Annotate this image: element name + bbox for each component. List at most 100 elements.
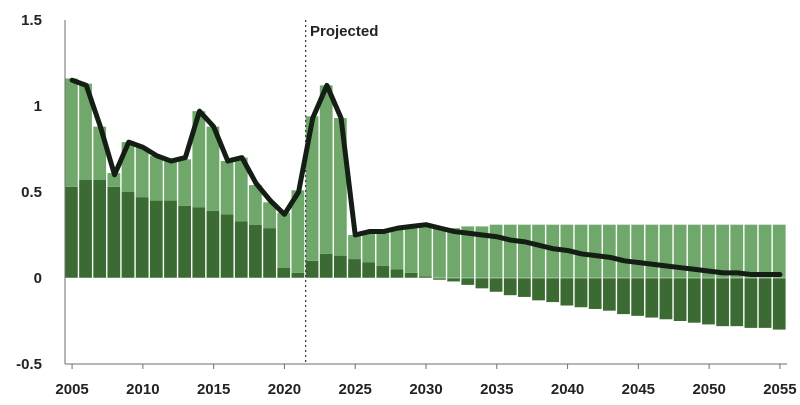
bar-dark-2048 bbox=[673, 278, 687, 321]
bar-dark-2017 bbox=[234, 221, 248, 278]
bar-dark-2054 bbox=[758, 278, 772, 328]
x-tick-label-2010: 2010 bbox=[126, 381, 159, 398]
bar-dark-2032 bbox=[447, 278, 460, 282]
bar-light-2033 bbox=[461, 226, 475, 278]
bar-light-2008 bbox=[107, 173, 121, 187]
bar-dark-2029 bbox=[404, 272, 418, 278]
bar-light-2019 bbox=[263, 202, 276, 229]
bar-light-2012 bbox=[164, 161, 177, 201]
bar-light-2037 bbox=[518, 224, 531, 278]
x-tick-label-2025: 2025 bbox=[339, 381, 372, 398]
x-tick-label-2035: 2035 bbox=[480, 381, 513, 398]
x-tick-label-2005: 2005 bbox=[55, 381, 88, 398]
bar-dark-2045 bbox=[631, 278, 645, 316]
bar-light-2038 bbox=[532, 224, 545, 278]
x-tick-label-2030: 2030 bbox=[409, 381, 442, 398]
bar-dark-2025 bbox=[348, 259, 361, 278]
bar-light-2022 bbox=[305, 116, 319, 261]
bar-light-2029 bbox=[404, 228, 418, 273]
bar-light-2048 bbox=[673, 224, 687, 278]
bar-light-2011 bbox=[149, 155, 163, 201]
bar-dark-2014 bbox=[192, 207, 206, 278]
bar-dark-2031 bbox=[433, 278, 446, 280]
bar-dark-2005 bbox=[65, 186, 78, 278]
bar-dark-2028 bbox=[390, 269, 404, 278]
bar-light-2023 bbox=[319, 85, 333, 254]
bar-dark-2009 bbox=[121, 192, 135, 278]
bar-light-2027 bbox=[376, 233, 390, 266]
y-tick-label-1.5: 1.5 bbox=[21, 12, 42, 29]
bar-light-2016 bbox=[220, 161, 234, 215]
bar-dark-2052 bbox=[730, 278, 744, 327]
bar-dark-2033 bbox=[461, 278, 475, 285]
bar-light-2025 bbox=[348, 235, 361, 260]
bar-dark-2049 bbox=[687, 278, 701, 323]
bar-light-2031 bbox=[433, 228, 446, 278]
bar-light-2036 bbox=[503, 224, 517, 278]
bar-dark-2042 bbox=[588, 278, 602, 309]
bar-light-2010 bbox=[135, 147, 149, 198]
bar-dark-2008 bbox=[107, 186, 121, 278]
bar-dark-2026 bbox=[362, 262, 376, 278]
bar-dark-2043 bbox=[602, 278, 616, 311]
bar-dark-2024 bbox=[333, 255, 347, 278]
bar-light-2015 bbox=[206, 126, 220, 211]
bar-dark-2034 bbox=[475, 278, 489, 289]
bar-light-2006 bbox=[79, 83, 92, 180]
total-line bbox=[69, 77, 783, 278]
bar-dark-2037 bbox=[518, 278, 531, 297]
bar-light-2028 bbox=[390, 229, 404, 270]
bar-light-2026 bbox=[362, 233, 376, 263]
bar-dark-2013 bbox=[178, 205, 192, 278]
bar-light-2044 bbox=[617, 224, 630, 278]
bar-light-2032 bbox=[447, 228, 460, 278]
bar-dark-2006 bbox=[79, 179, 92, 278]
bar-dark-2023 bbox=[319, 253, 333, 278]
bar-dark-2040 bbox=[560, 278, 574, 306]
labels-group: 2005 2010 2015 2020 2025 2030 2035 2040 2045 2050… bbox=[16, 12, 796, 398]
bar-dark-2041 bbox=[574, 278, 588, 308]
axes-group bbox=[64, 20, 787, 369]
bar-light-2050 bbox=[702, 224, 715, 278]
bar-dark-2022 bbox=[305, 260, 319, 278]
bar-dark-2020 bbox=[277, 267, 291, 278]
bar-light-2042 bbox=[588, 224, 602, 278]
bar-dark-2035 bbox=[489, 278, 503, 292]
bar-dark-2036 bbox=[503, 278, 517, 296]
bar-dark-2039 bbox=[546, 278, 560, 303]
bar-light-2014 bbox=[192, 111, 206, 208]
y-tick-label--0.5: -0.5 bbox=[16, 356, 42, 373]
x-tick-label-2045: 2045 bbox=[622, 381, 655, 398]
x-tick-label-2050: 2050 bbox=[692, 381, 725, 398]
bar-dark-2053 bbox=[744, 278, 758, 328]
bar-dark-2021 bbox=[291, 272, 305, 278]
bar-dark-2055 bbox=[772, 278, 786, 330]
bar-light-2030 bbox=[418, 226, 432, 277]
bar-dark-2012 bbox=[164, 200, 177, 278]
bar-light-2039 bbox=[546, 224, 560, 278]
bar-light-2052 bbox=[730, 224, 744, 278]
bar-light-2035 bbox=[489, 224, 503, 278]
bar-dark-2038 bbox=[532, 278, 545, 301]
bar-dark-2018 bbox=[249, 224, 262, 278]
bar-light-2034 bbox=[475, 226, 489, 278]
bar-light-2017 bbox=[234, 157, 248, 222]
bar-light-2021 bbox=[291, 190, 305, 273]
bar-dark-2016 bbox=[220, 214, 234, 278]
bar-light-2013 bbox=[178, 159, 192, 206]
bar-dark-2050 bbox=[702, 278, 715, 325]
bar-light-2046 bbox=[645, 224, 659, 278]
bar-light-2049 bbox=[687, 224, 701, 278]
bar-light-2055 bbox=[772, 224, 786, 278]
bar-dark-2019 bbox=[263, 228, 276, 278]
bar-light-2018 bbox=[249, 185, 262, 225]
bar-light-2051 bbox=[716, 224, 729, 278]
bar-light-2053 bbox=[744, 224, 758, 278]
bar-light-2043 bbox=[602, 224, 616, 278]
bars-group bbox=[65, 78, 786, 330]
bar-dark-2030 bbox=[418, 276, 432, 278]
bar-dark-2007 bbox=[93, 179, 107, 278]
bar-light-2045 bbox=[631, 224, 645, 278]
